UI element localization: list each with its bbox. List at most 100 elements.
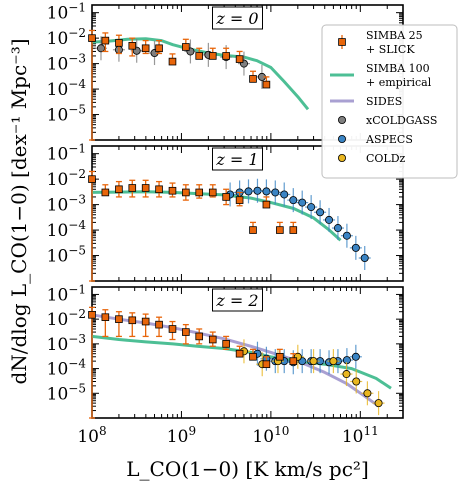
- legend-entry-label: SIMBA 25: [366, 29, 423, 42]
- legend-entry-label: + empirical: [366, 76, 432, 89]
- panel-2-ytick-label: 10−5: [47, 381, 86, 404]
- panel-1-label-box: [212, 147, 263, 171]
- legend-marker-circle: [337, 153, 346, 162]
- panel-1-simba25-point: [155, 185, 163, 194]
- panel-1-aspecs-point: [360, 254, 369, 263]
- panel-1-ytick-label: 10−1: [47, 142, 86, 165]
- panel-2-simba25-point: [276, 352, 284, 361]
- panel-0-simba25-point: [222, 52, 230, 60]
- panel-1-aspecs-point: [253, 186, 262, 195]
- panel-1-simba25-point: [115, 185, 123, 194]
- panel-2-coldz-point: [342, 370, 351, 379]
- panel-2-label-box: [212, 288, 263, 312]
- panel-1-ytick-label: 10−4: [47, 218, 87, 241]
- panel-0-simba25-point: [115, 39, 123, 47]
- panel-0-simba25-point: [262, 80, 271, 89]
- panel-2-coldz-point: [329, 357, 338, 366]
- panel-0-simba25-point: [195, 52, 204, 60]
- panel-2-label: z = 2: [215, 291, 258, 310]
- x-tick-label: 108: [77, 424, 106, 447]
- panel-0-simba25-point: [101, 36, 110, 45]
- panel-0-label-box: [212, 6, 263, 30]
- panel-1-aspecs-point: [333, 224, 342, 233]
- legend-marker-circle: [337, 134, 346, 143]
- panel-1-simba25-point: [128, 184, 137, 192]
- panel-0-simba25-point: [208, 52, 217, 60]
- legend-entry-label: SIMBA 100: [366, 62, 430, 75]
- panel-2-ytick-label: 10−3: [47, 332, 86, 355]
- panel-2-simba25-point: [289, 357, 298, 365]
- panel-1-simba25-point: [101, 188, 110, 197]
- panel-1-simba25-point: [235, 196, 244, 204]
- panel-1-aspecs-point: [316, 208, 325, 217]
- panel-0-simba25-point: [168, 57, 177, 66]
- panel-1-simba25-point: [249, 226, 257, 234]
- legend-entry-label: ASPECS: [365, 133, 413, 146]
- panel-2-simba100-line: [91, 334, 392, 390]
- panel-1-simba25-point: [168, 186, 177, 195]
- panel-2-simba25-point: [208, 335, 217, 344]
- panel-1-aspecs-point: [271, 188, 280, 197]
- panel-1-aspecs-point: [325, 215, 334, 224]
- panel-2-coldz-point: [363, 389, 372, 398]
- legend-entry-label: + SLICK: [366, 43, 415, 56]
- panel-2-simba25-point: [141, 317, 150, 326]
- x-tick-label: 1011: [342, 424, 379, 447]
- panel-2-simba25-point: [88, 310, 96, 319]
- x-axis-label: L_CO(1−0) [K km/s pc²]: [126, 457, 369, 481]
- panel-2-simba25-point: [168, 325, 177, 333]
- panel-1-aspecs-point: [280, 190, 289, 199]
- panel-1-label: z = 1: [215, 150, 258, 169]
- panel-1-aspecs-point: [262, 187, 271, 196]
- panel-2-simba25-point: [128, 316, 137, 325]
- panel-0-ytick-label: 10−5: [47, 103, 86, 126]
- panel-2-coldz-point: [309, 357, 318, 366]
- legend-entry-label: xCOLDGASS: [366, 114, 437, 127]
- y-axis-label: dN/dlog L_CO(1−0) [dex⁻¹ Mpc⁻³]: [7, 38, 31, 384]
- legend-marker-circle: [337, 116, 346, 125]
- legend-entry-label: SIDES: [366, 95, 402, 108]
- panel-1-aspecs-point: [351, 243, 360, 252]
- panel-0-ytick-label: 10−4: [47, 77, 87, 100]
- panel-1-ytick-label: 10−2: [47, 167, 86, 190]
- x-tick-label: 109: [167, 424, 196, 447]
- panel-1-simba25-point: [88, 175, 96, 183]
- panel-2-ytick-label: 10−4: [47, 357, 87, 380]
- panel-2-simba25-point: [222, 340, 230, 348]
- panel-1-aspecs-point: [289, 196, 298, 205]
- panel-2-coldz-point: [374, 399, 383, 408]
- panel-2-ytick-label: 10−2: [47, 307, 86, 330]
- panel-2-simba25-point: [235, 349, 244, 358]
- panel-1-simba25-point: [208, 188, 217, 197]
- panel-1-simba25-point: [195, 188, 204, 197]
- panel-1-simba25-point: [222, 193, 230, 201]
- legend-marker-square: [338, 38, 346, 46]
- panel-0-simba25-point: [128, 41, 137, 50]
- panel-2-aspecs-point: [351, 352, 360, 361]
- panel-1-aspecs-point: [342, 231, 351, 240]
- panel-2-simba25-point: [182, 328, 190, 336]
- panel-1-aspecs-point: [298, 198, 307, 207]
- panel-1-simba25-point: [276, 226, 284, 234]
- panel-1-simba25-point: [262, 200, 271, 209]
- panel-0-simba25-point: [182, 43, 190, 51]
- panel-0-ytick-label: 10−3: [47, 52, 86, 75]
- panel-0-simba25-point: [235, 55, 244, 63]
- panel-2-coldz-point: [352, 377, 361, 386]
- panel-0-ytick-label: 10−2: [47, 26, 86, 49]
- panel-0-simba25-point: [249, 75, 257, 83]
- panel-2-simba25-point: [195, 332, 204, 341]
- panel-1-aspecs-point: [244, 187, 253, 196]
- panel-2-simba25-point: [115, 315, 123, 323]
- legend-box: [321, 24, 458, 179]
- x-tick-label: 1010: [252, 424, 289, 447]
- panel-1-aspecs-point: [307, 203, 316, 212]
- panel-2-ytick-label: 10−1: [47, 282, 86, 305]
- panel-0-label: z = 0: [215, 9, 258, 28]
- panel-0-simba25-point: [141, 44, 150, 53]
- legend-entry-label: COLDz: [366, 152, 406, 165]
- panel-1-ytick-label: 10−5: [47, 244, 86, 267]
- panel-0-ytick-label: 10−1: [47, 1, 86, 24]
